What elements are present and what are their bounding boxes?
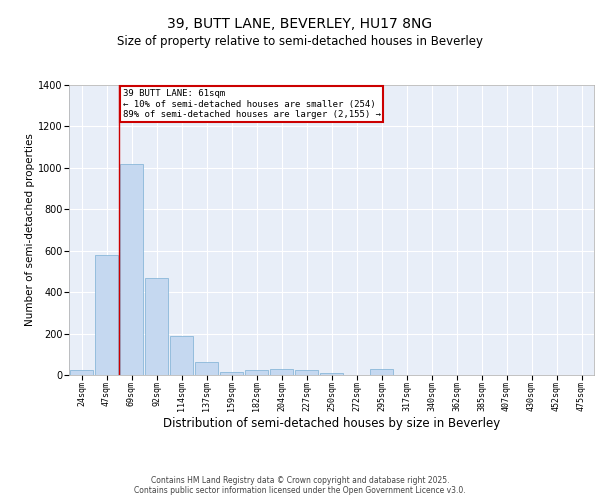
Text: 39, BUTT LANE, BEVERLEY, HU17 8NG: 39, BUTT LANE, BEVERLEY, HU17 8NG [167,18,433,32]
Bar [295,370,318,375]
Text: Size of property relative to semi-detached houses in Beverley: Size of property relative to semi-detach… [117,35,483,48]
Bar [220,372,243,375]
Bar [245,370,268,375]
Bar [320,373,343,375]
Bar [95,255,118,375]
Bar [120,164,143,375]
Bar [370,369,393,375]
Y-axis label: Number of semi-detached properties: Number of semi-detached properties [25,134,35,326]
Bar [195,362,218,375]
Text: 39 BUTT LANE: 61sqm
← 10% of semi-detached houses are smaller (254)
89% of semi-: 39 BUTT LANE: 61sqm ← 10% of semi-detach… [123,89,381,119]
Bar [145,278,168,375]
Bar [170,336,193,375]
Text: Contains HM Land Registry data © Crown copyright and database right 2025.
Contai: Contains HM Land Registry data © Crown c… [134,476,466,495]
Bar [70,370,93,375]
X-axis label: Distribution of semi-detached houses by size in Beverley: Distribution of semi-detached houses by … [163,417,500,430]
Bar [270,369,293,375]
